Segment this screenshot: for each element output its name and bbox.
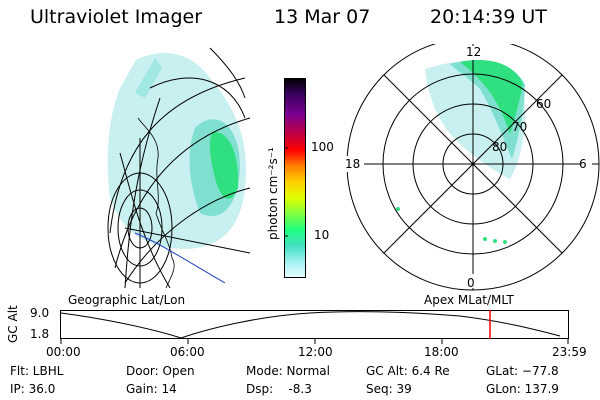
date-label: 13 Mar 07 [274, 6, 371, 28]
gc-alt-info: GC Alt: 6.4 Re [366, 364, 450, 378]
mlt-label-0: 0 [467, 276, 475, 290]
glat-info: GLat: −77.8 [486, 364, 559, 378]
colorbar-unit-label: photon cm⁻²s⁻¹ [266, 147, 280, 240]
door-info: Door: Open [126, 364, 195, 378]
time-tick-0000: 00:00 [46, 345, 81, 359]
lat-label-60: 60 [536, 97, 552, 111]
ip-info: IP: 36.0 [10, 382, 56, 396]
filter-info: Flt: LBHL [10, 364, 64, 378]
mlt-label-12: 12 [466, 45, 482, 59]
altitude-ytick-high: 9.0 [30, 306, 50, 320]
mlt-label-6: 6 [579, 157, 587, 171]
altitude-ylabel: GC Alt [6, 305, 20, 343]
seq-info: Seq: 39 [366, 382, 412, 396]
time-label: 20:14:39 UT [430, 6, 547, 28]
dsp-info: Dsp: -8.3 [246, 382, 312, 396]
time-tick-2359: 23:59 [552, 345, 587, 359]
instrument-title: Ultraviolet Imager [30, 6, 203, 28]
time-tick-1800: 18:00 [424, 345, 459, 359]
left-panel-label: Geographic Lat/Lon [68, 293, 186, 307]
right-panel-label: Apex MLat/MLT [424, 293, 514, 307]
gain-info: Gain: 14 [126, 382, 177, 396]
geographic-image [107, 47, 250, 288]
time-tick-1200: 12:00 [298, 345, 333, 359]
altitude-ytick-low: 1.8 [30, 327, 50, 341]
time-tick-0600: 06:00 [170, 345, 205, 359]
lat-label-80: 80 [492, 140, 508, 154]
polar-plot [340, 44, 600, 291]
glon-info: GLon: 137.9 [486, 382, 559, 396]
colorbar-tick-10: 10 [314, 228, 330, 242]
altitude-plot [60, 310, 569, 344]
mlt-label-18: 18 [345, 157, 361, 171]
mode-info: Mode: Normal [246, 364, 330, 378]
colorbar [284, 78, 306, 278]
colorbar-tick-100: 100 [311, 140, 334, 154]
lat-label-70: 70 [512, 120, 528, 134]
